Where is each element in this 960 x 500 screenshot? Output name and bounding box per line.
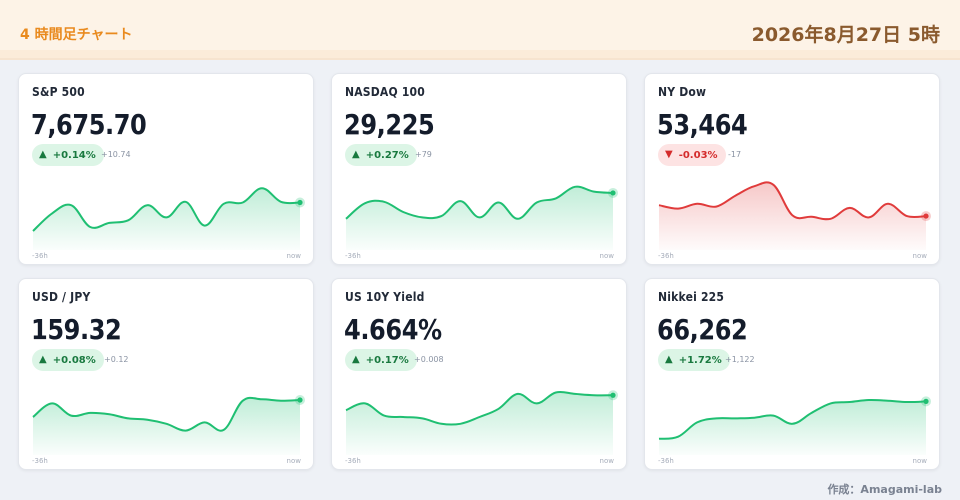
- change-absolute: +79: [415, 150, 432, 159]
- card-value: 7,675.70: [31, 108, 147, 141]
- change-badge: ▲ +0.14%: [32, 144, 104, 166]
- change-percent: -0.03%: [678, 149, 718, 161]
- change-percent: +1.72%: [678, 354, 722, 366]
- axis-start-label: -36h: [658, 457, 674, 465]
- market-card-nikkei225[interactable]: Nikkei 225 66,262 ▲ +1.72% +1,122 -36h n…: [644, 278, 940, 470]
- axis-end-label: now: [599, 457, 614, 465]
- sparkline-area: [33, 188, 300, 250]
- axis-end-label: now: [286, 252, 301, 260]
- last-point-marker: [923, 398, 929, 404]
- change-absolute: +0.008: [414, 355, 444, 364]
- change-absolute: +1,122: [725, 355, 755, 364]
- triangle-up-icon: ▲: [39, 149, 47, 160]
- sparkline-line: [345, 185, 614, 220]
- change-badge: ▲ +0.17%: [345, 349, 417, 371]
- market-card-sp500[interactable]: S&P 500 7,675.70 ▲ +0.14% +10.74 -36h no…: [18, 73, 314, 265]
- card-value: 66,262: [657, 313, 748, 346]
- change-badge: ▲ +0.08%: [32, 349, 104, 371]
- sparkline-chart: [345, 185, 618, 250]
- sparkline-chart: [345, 390, 618, 455]
- sparkline-chart: [658, 396, 931, 455]
- page-title: 4 時間足チャート: [20, 27, 133, 43]
- triangle-up-icon: ▲: [39, 354, 47, 365]
- sparkline-line: [32, 187, 301, 232]
- sparkline-area: [346, 391, 613, 455]
- market-card-nasdaq100[interactable]: NASDAQ 100 29,225 ▲ +0.27% +79 -36h now: [331, 73, 627, 265]
- axis-start-label: -36h: [658, 252, 674, 260]
- sparkline-area: [659, 399, 926, 455]
- last-point-marker: [610, 190, 616, 196]
- card-value: 159.32: [31, 313, 122, 346]
- triangle-up-icon: ▲: [352, 354, 360, 365]
- sparkline-line: [658, 398, 927, 440]
- last-point-marker: [610, 392, 616, 398]
- card-name: Nikkei 225: [658, 290, 725, 304]
- change-badge: ▲ +0.27%: [345, 144, 417, 166]
- card-name: USD / JPY: [32, 290, 91, 304]
- change-percent: +0.27%: [365, 149, 409, 161]
- triangle-up-icon: ▲: [665, 354, 673, 365]
- change-absolute: +10.74: [101, 150, 131, 159]
- axis-end-label: now: [286, 457, 301, 465]
- header-datetime: 2026年8月27日 5時: [751, 24, 940, 46]
- sparkline-chart: [658, 181, 931, 250]
- axis-end-label: now: [599, 252, 614, 260]
- last-point-marker: [923, 213, 929, 219]
- change-absolute: -17: [728, 150, 742, 159]
- market-card-us10y[interactable]: US 10Y Yield 4.664% ▲ +0.17% +0.008 -36h…: [331, 278, 627, 470]
- axis-start-label: -36h: [345, 252, 361, 260]
- last-point-marker: [297, 199, 303, 206]
- change-absolute: +0.12: [104, 355, 129, 364]
- card-name: S&P 500: [32, 85, 85, 99]
- footer-credit: 作成：Amagami-lab: [827, 483, 942, 496]
- sparkline-line: [658, 181, 927, 221]
- card-name: NASDAQ 100: [345, 85, 425, 99]
- last-point-marker: [297, 397, 303, 403]
- sparkline-line: [345, 390, 614, 426]
- card-value: 4.664%: [344, 313, 442, 346]
- triangle-up-icon: ▲: [352, 149, 360, 160]
- change-percent: +0.14%: [52, 149, 96, 161]
- header-stripe: [0, 50, 960, 58]
- card-name: NY Dow: [658, 85, 707, 99]
- axis-end-label: now: [912, 252, 927, 260]
- triangle-down-icon: ▼: [665, 149, 673, 160]
- sparkline-chart: [32, 187, 305, 250]
- sparkline-line: [32, 396, 301, 432]
- header-bar: 4 時間足チャート 2026年8月27日 5時: [0, 0, 960, 60]
- axis-end-label: now: [912, 457, 927, 465]
- change-badge: ▲ +1.72%: [658, 349, 730, 371]
- card-name: US 10Y Yield: [345, 290, 425, 304]
- axis-start-label: -36h: [32, 252, 48, 260]
- change-percent: +0.08%: [52, 354, 96, 366]
- sparkline-area: [33, 397, 300, 455]
- axis-start-label: -36h: [32, 457, 48, 465]
- market-card-usdjpy[interactable]: USD / JPY 159.32 ▲ +0.08% +0.12 -36h now: [18, 278, 314, 470]
- change-badge: ▼ -0.03%: [658, 144, 726, 166]
- axis-start-label: -36h: [345, 457, 361, 465]
- change-percent: +0.17%: [365, 354, 409, 366]
- sparkline-chart: [32, 395, 305, 455]
- card-value: 53,464: [657, 108, 748, 141]
- card-value: 29,225: [344, 108, 435, 141]
- market-card-nydow[interactable]: NY Dow 53,464 ▼ -0.03% -17 -36h now: [644, 73, 940, 265]
